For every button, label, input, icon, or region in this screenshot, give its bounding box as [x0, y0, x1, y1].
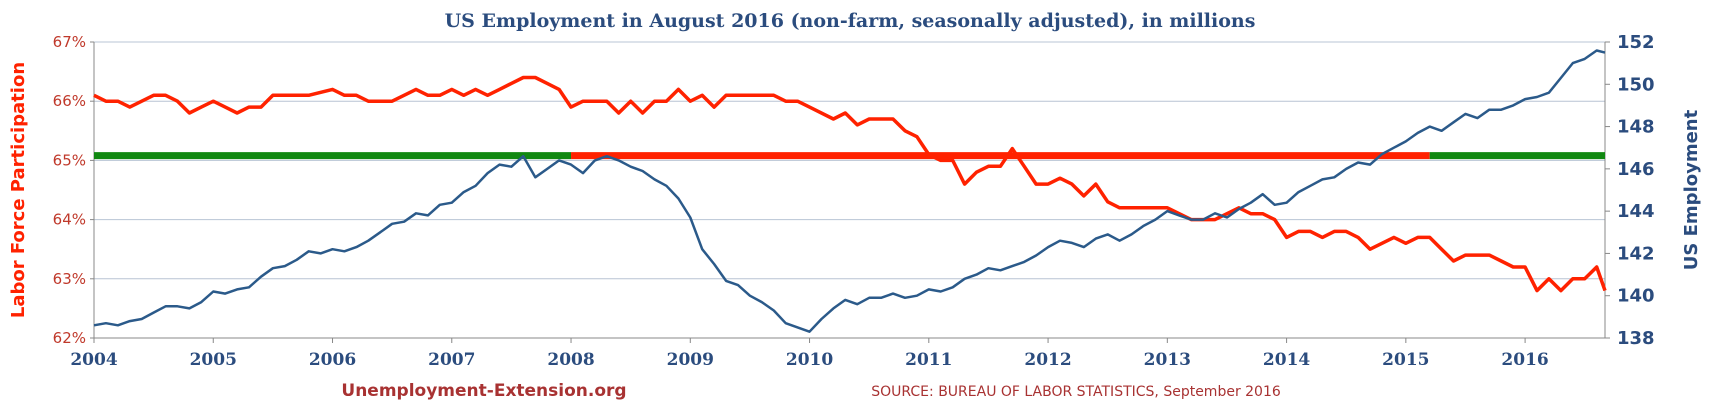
right-tick-label: 152 — [1617, 32, 1655, 53]
x-axis-ticks: 2004 2005 2006 2007 2008 2009 2010 2011 2012 2013… — [70, 338, 1549, 370]
x-tick-label: 2009 — [667, 350, 714, 370]
right-tick-label: 140 — [1617, 286, 1655, 307]
right-tick-label: 142 — [1617, 243, 1655, 264]
x-tick-label: 2004 — [70, 350, 117, 370]
left-tick-label: 65% — [53, 151, 86, 169]
right-tick-label: 148 — [1617, 117, 1655, 138]
left-axis-ticks: 62% 63% 64% 65% 66% 67% — [53, 33, 94, 347]
left-tick-label: 64% — [53, 211, 86, 229]
employment-series-line — [93, 49, 1606, 333]
left-axis-title: Labor Force Participation — [8, 62, 29, 318]
left-tick-label: 63% — [53, 270, 86, 288]
x-tick-label: 2007 — [428, 350, 475, 370]
series-layer — [93, 49, 1607, 333]
left-tick-label: 66% — [53, 92, 86, 110]
left-tick-label: 62% — [53, 329, 86, 347]
plot-frame — [93, 42, 1606, 339]
left-tick-label: 67% — [53, 33, 86, 51]
credit-text: Unemployment-Extension.org — [341, 381, 626, 401]
right-tick-label: 138 — [1617, 328, 1655, 349]
x-tick-label: 2008 — [547, 350, 594, 370]
x-tick-label: 2016 — [1501, 350, 1548, 370]
x-tick-label: 2005 — [190, 350, 237, 370]
x-tick-label: 2015 — [1382, 350, 1429, 370]
right-tick-label: 146 — [1617, 159, 1655, 180]
participation-series-line — [93, 75, 1607, 293]
x-tick-label: 2012 — [1024, 350, 1071, 370]
right-tick-label: 150 — [1617, 74, 1655, 95]
chart-title: US Employment in August 2016 (non-farm, … — [445, 10, 1256, 32]
right-axis-title: US Employment — [1681, 109, 1702, 270]
x-tick-label: 2013 — [1144, 350, 1191, 370]
x-tick-label: 2006 — [309, 350, 356, 370]
right-tick-label: 144 — [1617, 201, 1655, 222]
x-tick-label: 2011 — [905, 350, 952, 370]
x-tick-label: 2014 — [1263, 350, 1310, 370]
right-axis-ticks: 138 140 142 144 146 148 150 152 — [1605, 32, 1655, 349]
x-tick-label: 2010 — [786, 350, 833, 370]
grid-lines — [94, 41, 1605, 339]
source-text: SOURCE: BUREAU OF LABOR STATISTICS, Sept… — [871, 384, 1281, 400]
